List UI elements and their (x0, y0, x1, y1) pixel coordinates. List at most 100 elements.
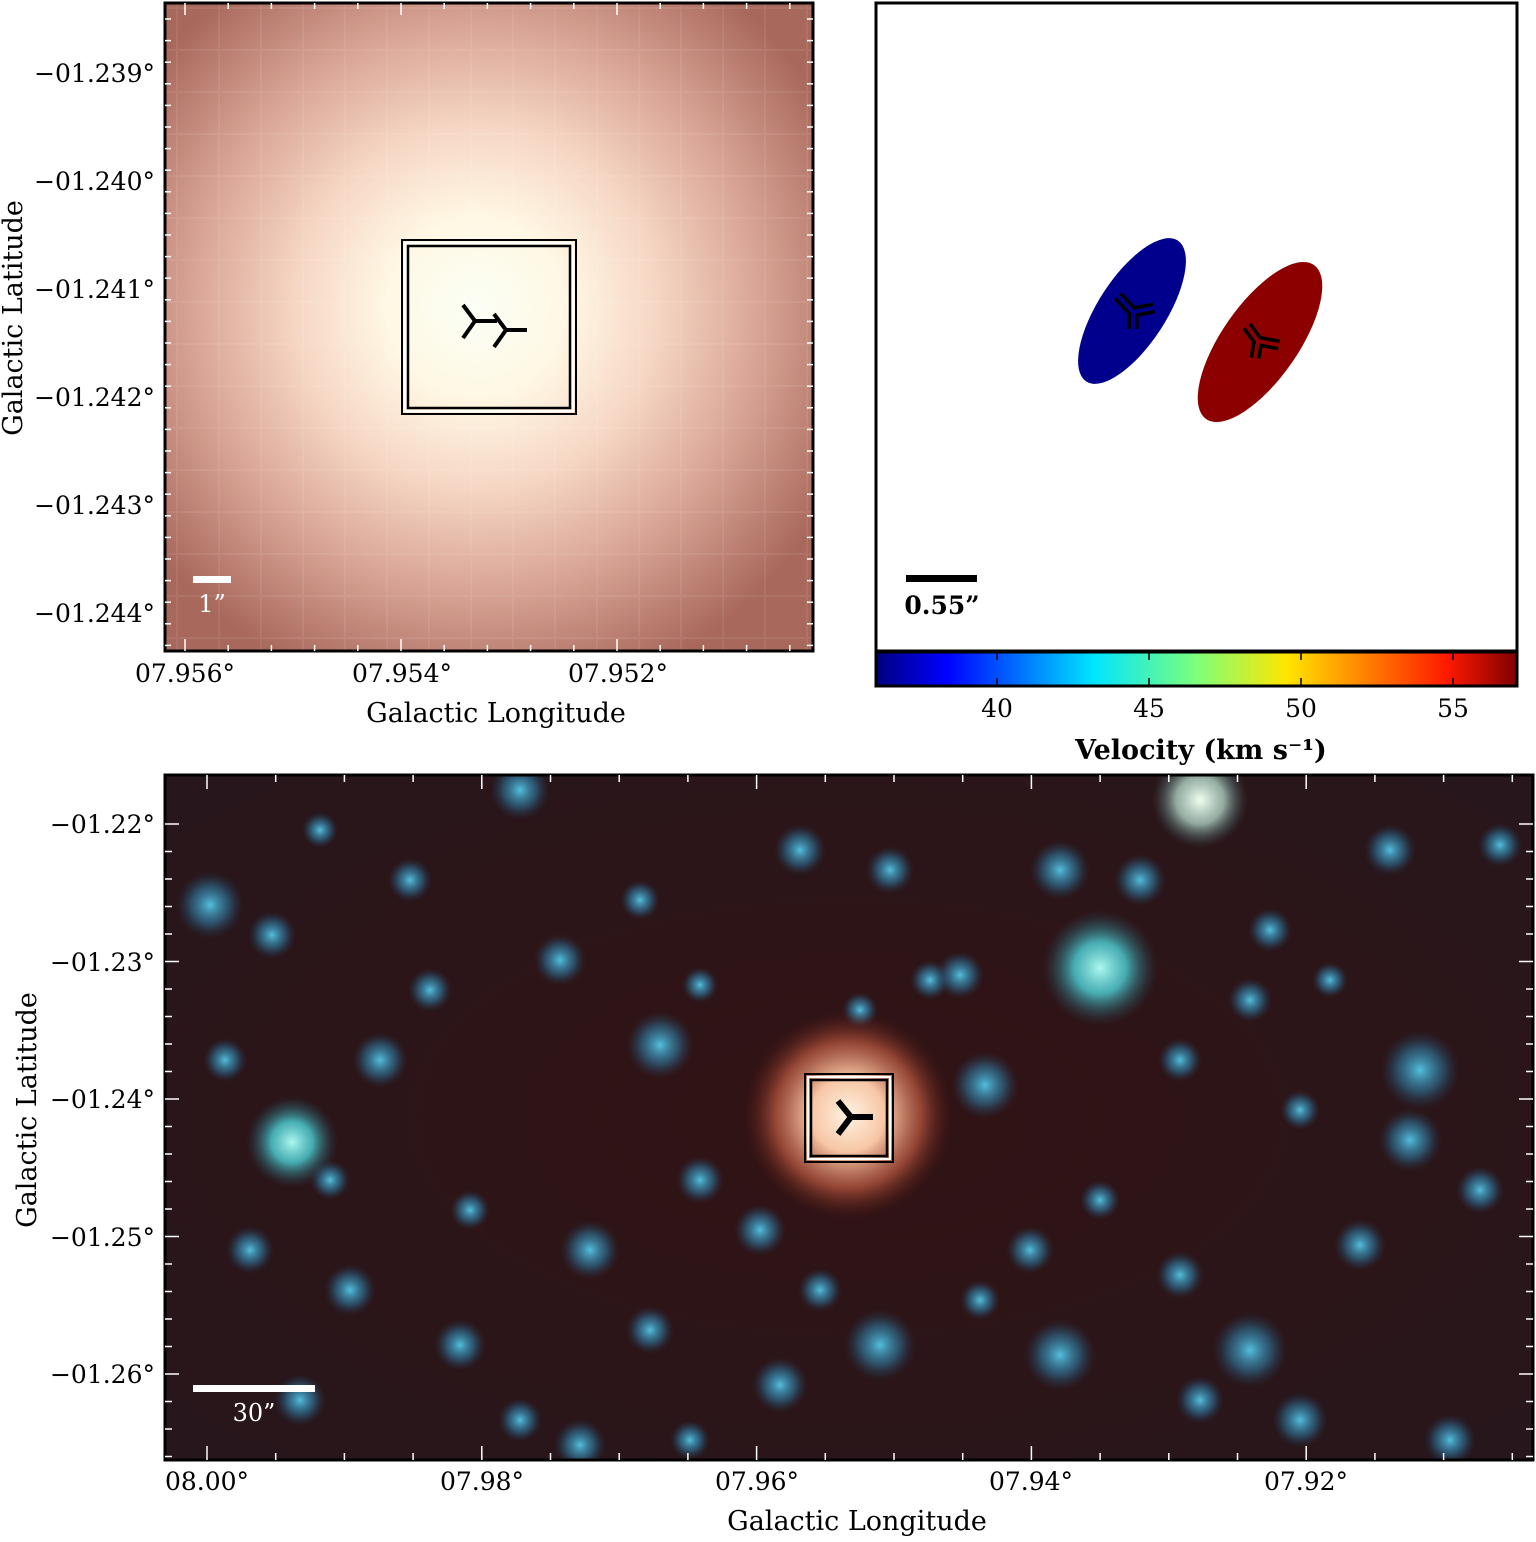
star (176, 871, 244, 939)
xtick-label: 07.956° (135, 659, 235, 688)
x-axis-label: Galactic Longitude (366, 698, 626, 729)
bottom-panel: −01.22° −01.23° −01.24° −01.25° −01.26° … (12, 773, 1535, 1537)
scale-bar-label: 0.55” (904, 591, 979, 620)
star (1030, 840, 1090, 900)
colorbar-tick-label: 50 (1285, 694, 1317, 723)
star (1024, 1319, 1096, 1391)
star (1248, 908, 1292, 952)
ytick-label: −01.243° (34, 491, 155, 520)
star (1158, 1038, 1202, 1082)
star (274, 1374, 326, 1426)
velocity-map-frame (874, 1, 1519, 653)
star (248, 911, 296, 959)
ytick-label: −01.24° (50, 1085, 155, 1114)
star (1114, 854, 1166, 906)
top-left-ticks (165, 3, 813, 651)
star (626, 1011, 694, 1079)
star (388, 858, 432, 902)
star (302, 812, 338, 848)
star (960, 1280, 1000, 1320)
star (408, 968, 452, 1012)
scale-bar-label: 1” (198, 590, 226, 618)
star (352, 1032, 408, 1088)
star (734, 1204, 786, 1256)
zoom-image (165, 3, 813, 651)
xtick-label: 07.98° (440, 1467, 524, 1496)
star (676, 1156, 724, 1204)
star (554, 1419, 606, 1460)
ytick-label: −01.241° (34, 275, 155, 304)
xtick-label: 07.954° (352, 659, 452, 688)
star (490, 775, 550, 820)
bottom-ticks (165, 775, 1533, 1460)
ytick-label: −01.239° (34, 59, 155, 88)
xtick-label: 07.94° (989, 1467, 1073, 1496)
scale-bar (193, 576, 231, 583)
star (434, 1319, 486, 1371)
star (936, 951, 984, 999)
xtick-label: 07.952° (568, 659, 668, 688)
star (1176, 1376, 1224, 1424)
tri-left-icon (835, 1099, 873, 1136)
top-left-frame (163, 1, 815, 653)
source-box (804, 1073, 894, 1163)
star (1272, 1392, 1328, 1448)
y-axis-label: Galactic Latitude (0, 200, 29, 436)
star (203, 1038, 247, 1082)
top-left-panel: −01.239° −01.240° −01.241° −01.242° −01.… (0, 1, 815, 729)
tri-left-icon (492, 312, 527, 349)
ytick-label: −01.242° (34, 383, 155, 412)
star (844, 1309, 916, 1381)
x-axis-label: Galactic Longitude (727, 1506, 987, 1537)
bottom-frame (163, 773, 1535, 1462)
tri-left-icon (461, 303, 497, 340)
star (1080, 1180, 1120, 1220)
star (1006, 1226, 1054, 1274)
star (498, 1398, 542, 1442)
ytick-label: −01.26° (50, 1360, 155, 1389)
star (774, 824, 826, 876)
star (1334, 1219, 1386, 1271)
star (670, 1420, 710, 1460)
colorbar-label: Velocity (km s⁻¹) (1074, 735, 1327, 766)
ytick-label: −01.240° (34, 167, 155, 196)
star (1280, 1090, 1320, 1130)
star (626, 1306, 674, 1354)
star (560, 1220, 620, 1280)
star (1424, 1414, 1476, 1460)
star (1456, 1166, 1504, 1214)
ytick-label: −01.23° (50, 948, 155, 977)
colorbar-tick-label: 45 (1133, 694, 1165, 723)
xtick-label: 07.96° (715, 1467, 799, 1496)
colorbar: 40 45 50 55 Velocity (km s⁻¹) (874, 650, 1519, 766)
star (1364, 824, 1416, 876)
star (1378, 1108, 1442, 1172)
tri-down-icon (1242, 322, 1281, 359)
star (324, 1264, 376, 1316)
scale-bar-label: 30” (233, 1399, 276, 1427)
xtick-label: 08.00° (165, 1467, 249, 1496)
star (620, 880, 660, 920)
scale-bar (906, 575, 977, 582)
ytick-label: −01.22° (50, 810, 155, 839)
colorbar-tick-label: 55 (1437, 694, 1469, 723)
star (752, 1357, 808, 1413)
xtick-label: 07.92° (1264, 1467, 1348, 1496)
star (1312, 962, 1348, 998)
top-right-panel: 0.55” 40 45 50 55 Velocity (km s⁻¹) (874, 1, 1519, 766)
colorbar-tick-label: 40 (981, 694, 1013, 723)
ytick-label: −01.25° (50, 1223, 155, 1252)
source-box (401, 239, 577, 415)
star (1380, 1030, 1460, 1110)
wide-field-image (165, 775, 1533, 1460)
ytick-label: −01.244° (34, 599, 155, 628)
star (1212, 1312, 1288, 1388)
star (866, 846, 914, 894)
star (226, 1226, 274, 1274)
y-axis-label: Galactic Latitude (12, 992, 43, 1228)
star (798, 1268, 842, 1312)
star (534, 934, 586, 986)
star (450, 1190, 490, 1230)
star (951, 1051, 1019, 1119)
